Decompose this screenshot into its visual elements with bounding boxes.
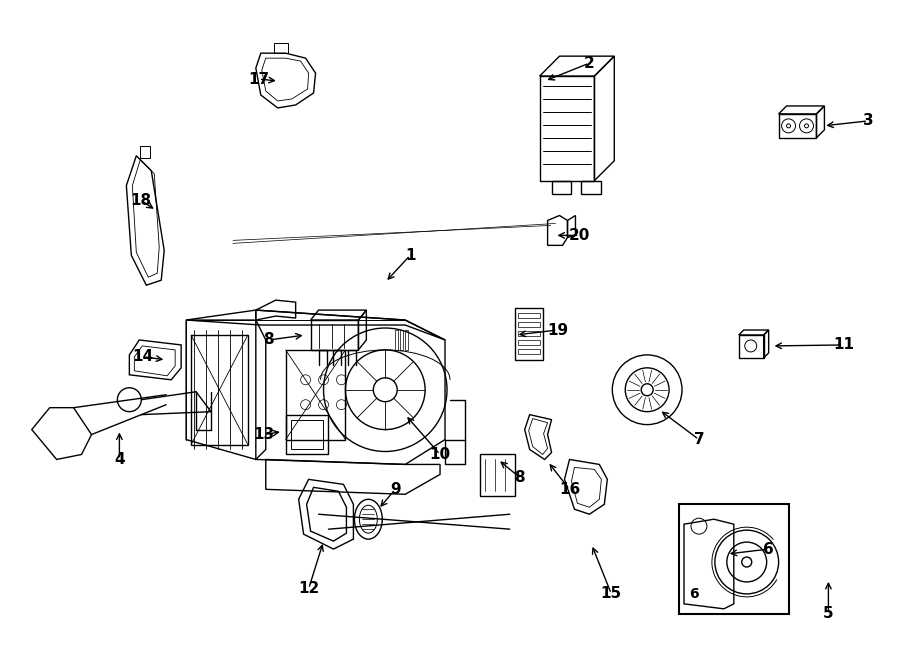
Bar	[518, 313, 540, 318]
Bar	[518, 349, 540, 354]
Bar	[395, 330, 398, 350]
Text: 12: 12	[298, 582, 320, 596]
Text: 13: 13	[253, 427, 274, 442]
Text: 19: 19	[547, 323, 568, 338]
Text: 18: 18	[130, 193, 152, 208]
Text: 11: 11	[832, 337, 854, 352]
Bar	[518, 331, 540, 336]
Bar	[285, 414, 328, 455]
Text: 3: 3	[863, 114, 874, 128]
Bar	[679, 504, 788, 614]
Text: 15: 15	[601, 586, 622, 602]
Bar	[405, 330, 409, 350]
Text: 10: 10	[429, 447, 451, 462]
Text: 14: 14	[132, 350, 154, 364]
Text: 8: 8	[264, 332, 274, 348]
Text: 6: 6	[763, 541, 774, 557]
Bar	[518, 322, 540, 327]
Text: 8: 8	[515, 470, 525, 485]
Text: 1: 1	[405, 248, 416, 263]
Text: 7: 7	[694, 432, 705, 447]
Text: 20: 20	[569, 228, 590, 243]
Text: 2: 2	[584, 56, 595, 71]
Text: 6: 6	[689, 587, 698, 601]
Bar	[518, 340, 540, 345]
Text: 16: 16	[559, 482, 580, 497]
Text: 17: 17	[248, 71, 269, 87]
Text: 9: 9	[390, 482, 400, 497]
Bar	[291, 420, 322, 449]
Text: 4: 4	[114, 452, 125, 467]
Bar	[400, 330, 403, 350]
Text: 5: 5	[824, 606, 833, 621]
Bar	[285, 350, 346, 440]
